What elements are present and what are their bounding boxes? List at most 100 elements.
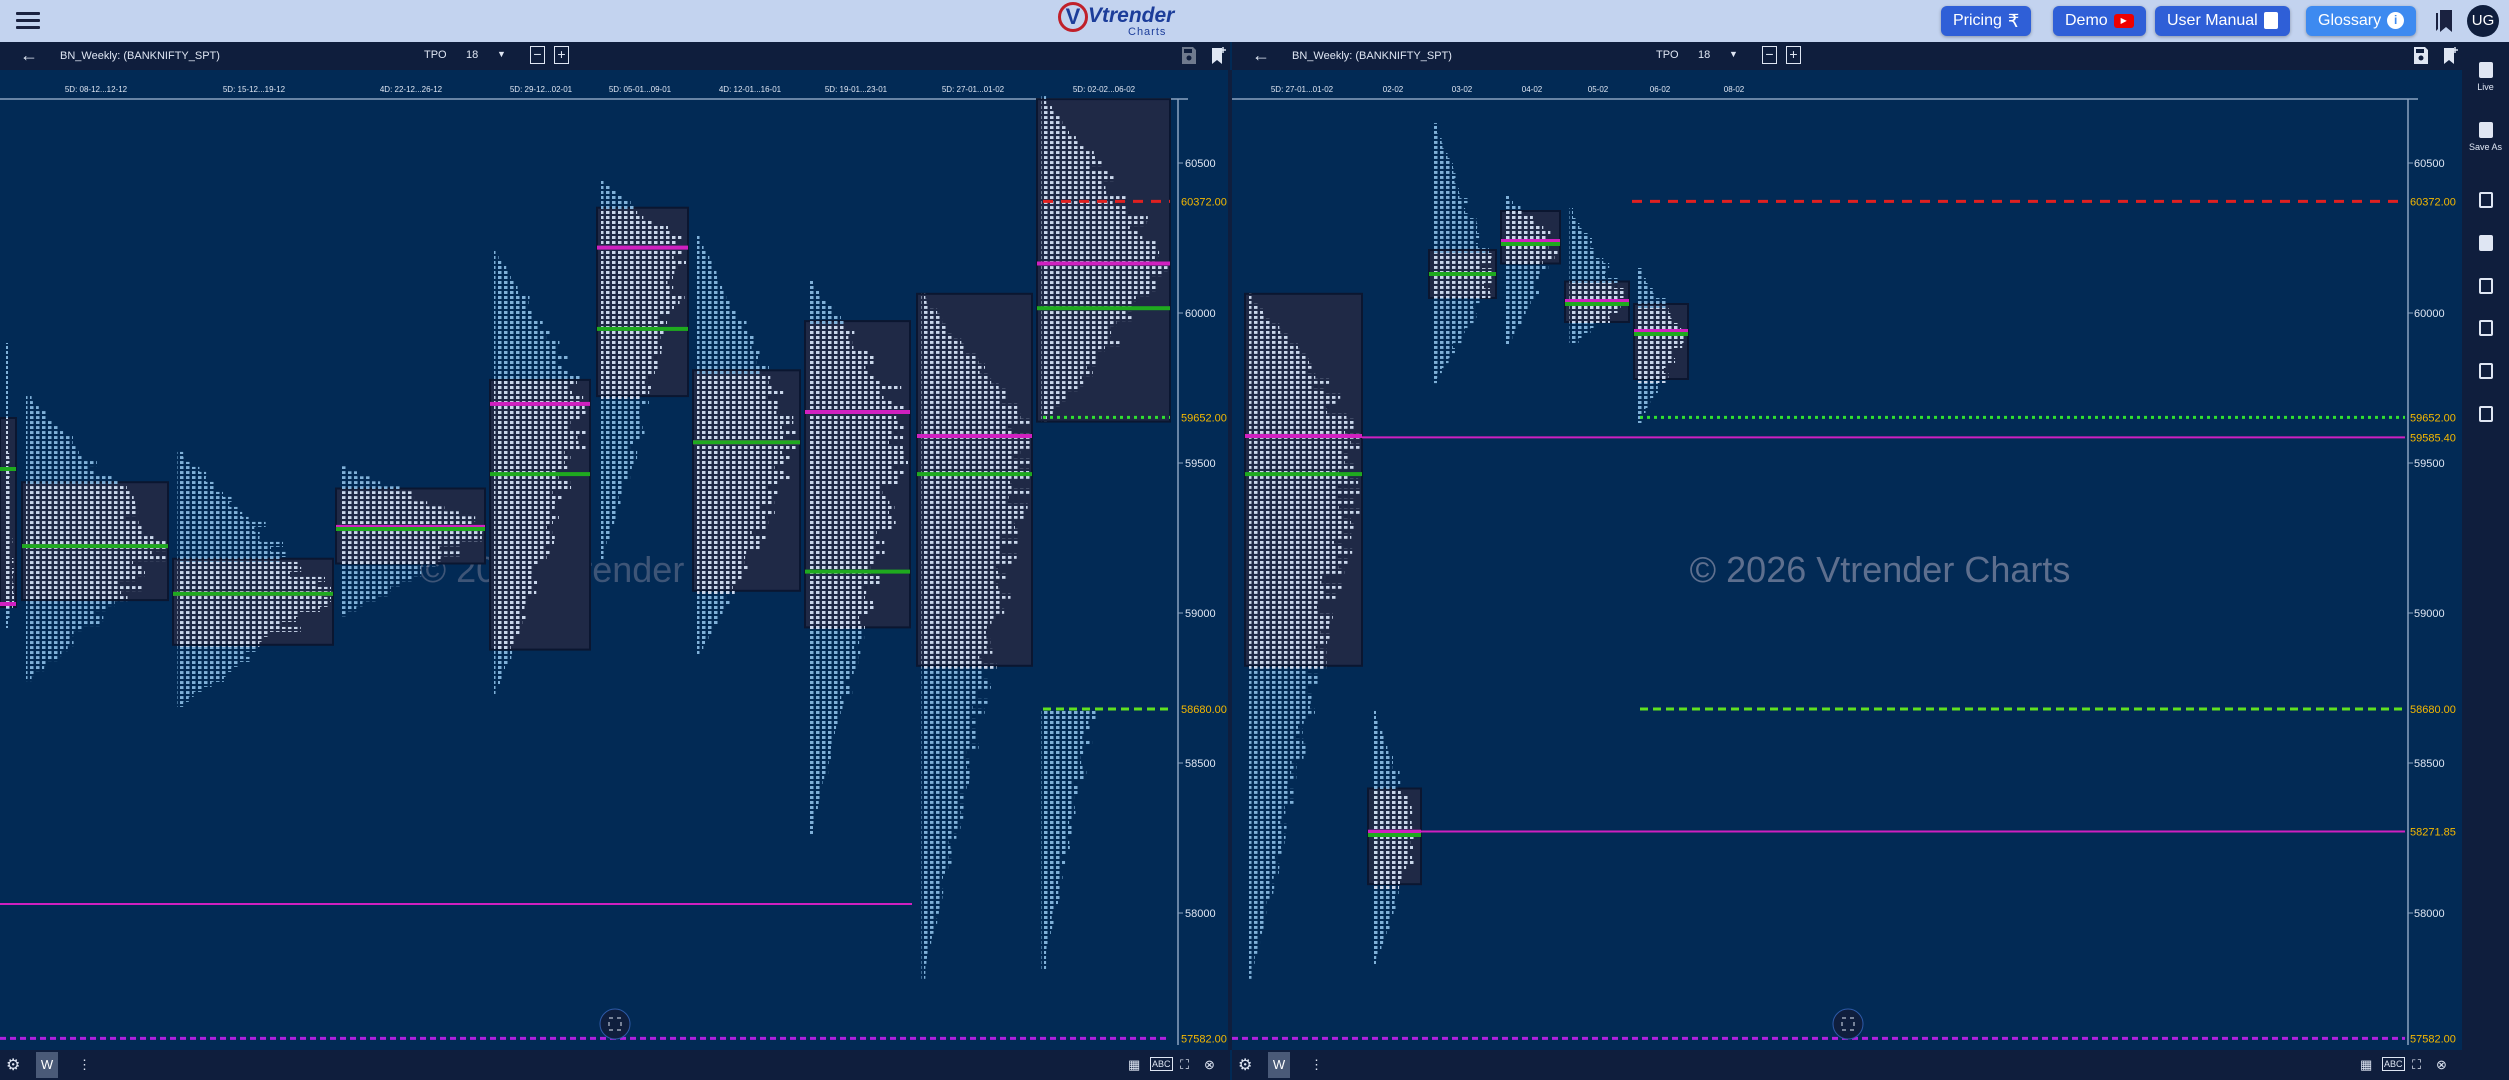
table-icon[interactable]: ▦ bbox=[2360, 1057, 2373, 1072]
bookmarks-icon[interactable] bbox=[2436, 10, 2452, 32]
tpo-row bbox=[26, 546, 166, 552]
tpo-row bbox=[1569, 263, 1610, 268]
tpo-row bbox=[1433, 298, 1482, 304]
save-icon[interactable] bbox=[2414, 47, 2428, 64]
tpo-profile bbox=[335, 466, 486, 617]
pricing-button[interactable]: Pricing ₹ bbox=[1941, 6, 2032, 36]
more-options-icon[interactable]: ⋮ bbox=[1310, 1057, 1323, 1072]
tpo-charts[interactable]: © 2026 Vtrender Charts © 2026 Vtrender C… bbox=[0, 70, 2462, 1050]
tpo-row bbox=[1433, 193, 1460, 199]
mid-line bbox=[1501, 242, 1560, 246]
tpo-row bbox=[921, 513, 1025, 519]
table-icon[interactable]: ▦ bbox=[1128, 1057, 1141, 1072]
tpo-row bbox=[1041, 784, 1078, 789]
tpo-size-select[interactable]: 18 bbox=[466, 49, 479, 61]
tpo-row bbox=[809, 444, 903, 450]
tpo-row bbox=[1505, 221, 1535, 226]
tpo-row bbox=[494, 255, 499, 261]
hamburger-menu-icon[interactable] bbox=[16, 12, 40, 30]
close-icon[interactable]: ⊗ bbox=[2436, 1057, 2447, 1072]
tpo-row bbox=[921, 718, 976, 724]
tpo-profile bbox=[1564, 208, 1630, 343]
glossary-button[interactable]: Glossary i bbox=[2306, 6, 2417, 36]
settings-gear-icon[interactable]: ⚙ bbox=[1238, 1057, 1253, 1074]
settings-gear-icon[interactable]: ⚙ bbox=[6, 1057, 21, 1074]
tpo-row bbox=[1249, 363, 1313, 369]
zoom-out-button[interactable]: − bbox=[530, 46, 545, 64]
tpo-row bbox=[601, 265, 678, 271]
tpo-row bbox=[1249, 623, 1330, 629]
recenter-button[interactable] bbox=[599, 1008, 631, 1040]
back-arrow-icon[interactable]: ← bbox=[20, 45, 38, 65]
tpo-row bbox=[697, 384, 772, 390]
avatar[interactable]: UG bbox=[2467, 5, 2499, 37]
grid-small-icon bbox=[2478, 406, 2493, 422]
tpo-row bbox=[26, 621, 100, 627]
zoom-in-button[interactable]: + bbox=[554, 46, 569, 64]
abc-label-icon[interactable]: ABC bbox=[2382, 1057, 2405, 1071]
tpo-row bbox=[177, 676, 224, 682]
tpo-row bbox=[494, 385, 568, 391]
bookmark-add-icon[interactable] bbox=[1212, 47, 1226, 64]
recenter-button[interactable] bbox=[1832, 1008, 1864, 1040]
vtrender-logo[interactable]: V Vtrender Charts bbox=[1058, 2, 1188, 40]
fullscreen-icon[interactable]: ⛶ bbox=[2412, 1057, 2422, 1072]
more-options-icon[interactable]: ⋮ bbox=[78, 1057, 91, 1072]
save-icon[interactable] bbox=[1182, 47, 1196, 64]
zoom-in-button[interactable]: + bbox=[1786, 46, 1801, 64]
tpo-row bbox=[601, 455, 638, 461]
demo-button[interactable]: Demo ▶ bbox=[2053, 6, 2146, 36]
tpo-row bbox=[494, 280, 516, 286]
tpo-row bbox=[601, 315, 660, 321]
tpo-row bbox=[26, 541, 166, 547]
sidebar-item-square[interactable] bbox=[2462, 192, 2509, 212]
tpo-row bbox=[809, 334, 849, 340]
user-manual-button[interactable]: User Manual bbox=[2155, 6, 2290, 36]
tpo-row bbox=[1505, 246, 1549, 251]
tpo-row bbox=[1249, 368, 1307, 374]
tpo-row bbox=[26, 486, 127, 492]
tpo-row bbox=[601, 290, 672, 296]
chevron-down-icon[interactable]: ▼ bbox=[1729, 49, 1738, 59]
tpo-row bbox=[26, 646, 68, 652]
chevron-down-icon[interactable]: ▼ bbox=[497, 49, 506, 59]
close-icon[interactable]: ⊗ bbox=[1204, 1057, 1215, 1072]
tpo-row bbox=[1249, 478, 1359, 484]
tpo-row bbox=[921, 658, 984, 664]
period-weekly-button[interactable]: W bbox=[1268, 1052, 1290, 1078]
demo-label: Demo bbox=[2065, 12, 2108, 29]
tpo-row bbox=[697, 534, 766, 540]
tpo-row bbox=[809, 344, 854, 350]
sidebar-item-columns[interactable] bbox=[2462, 363, 2509, 383]
tpo-row bbox=[601, 200, 631, 206]
sidebar-item-grid-small[interactable] bbox=[2462, 406, 2509, 426]
abc-label-icon[interactable]: ABC bbox=[1150, 1057, 1173, 1071]
tpo-row bbox=[921, 868, 945, 874]
tpo-row bbox=[1041, 844, 1070, 849]
tpo-row bbox=[921, 638, 991, 644]
tpo-row bbox=[494, 335, 547, 341]
tpo-size-select[interactable]: 18 bbox=[1698, 49, 1711, 61]
tpo-row bbox=[809, 404, 905, 410]
tpo-row bbox=[921, 878, 942, 884]
tpo-row bbox=[1041, 859, 1066, 864]
sidebar-item-grid[interactable] bbox=[2462, 320, 2509, 340]
tpo-row bbox=[1249, 913, 1264, 919]
tpo-row bbox=[494, 490, 553, 496]
tpo-row bbox=[1041, 111, 1056, 117]
sidebar-item-rows[interactable] bbox=[2462, 278, 2509, 298]
tpo-row bbox=[177, 626, 301, 632]
sidebar-item-save-as[interactable]: Save As bbox=[2462, 122, 2509, 152]
tpo-row bbox=[697, 324, 745, 330]
tpo-row bbox=[601, 230, 672, 236]
fullscreen-icon[interactable]: ⛶ bbox=[1180, 1057, 1190, 1072]
tpo-row bbox=[1249, 508, 1360, 514]
back-arrow-icon[interactable]: ← bbox=[1252, 45, 1270, 65]
tpo-row bbox=[1638, 353, 1674, 358]
tpo-row bbox=[4, 448, 8, 453]
bookmark-add-icon[interactable] bbox=[2444, 47, 2458, 64]
sidebar-item-live[interactable]: Live bbox=[2462, 62, 2509, 92]
period-weekly-button[interactable]: W bbox=[36, 1052, 58, 1078]
zoom-out-button[interactable]: − bbox=[1762, 46, 1777, 64]
sidebar-item-split-view[interactable] bbox=[2462, 235, 2509, 255]
